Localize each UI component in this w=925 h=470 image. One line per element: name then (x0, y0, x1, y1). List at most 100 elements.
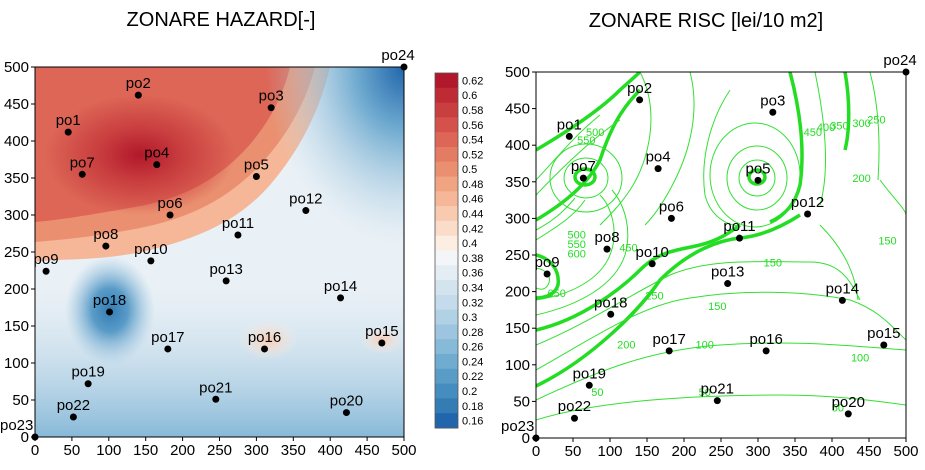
hazard-ytick-label: 0 (21, 429, 29, 446)
risk-point-label: po12 (791, 194, 824, 211)
risk-xtick-label: 200 (671, 443, 696, 460)
hazard-point-label: po9 (34, 251, 59, 268)
risk-point-label: po13 (711, 264, 744, 281)
risk-ytick-label: 250 (505, 247, 530, 264)
risk-ytick-label: 500 (505, 64, 530, 81)
risk-point-po21 (713, 397, 721, 405)
hazard-point-po5 (252, 173, 260, 181)
colorbar-label: 0.58 (462, 105, 483, 117)
hazard-point-label: po23 (0, 417, 33, 434)
risk-point-po11 (736, 234, 743, 242)
risk-point-po10 (648, 260, 656, 268)
risk-contour (536, 291, 906, 371)
risk-point-label: po9 (535, 254, 560, 271)
risk-contour (536, 189, 629, 316)
hazard-xtick-label: 300 (244, 442, 269, 459)
risk-contour-label: 200 (617, 339, 635, 351)
colorbar-label: 0.28 (462, 327, 483, 339)
risk-point-label: po7 (571, 158, 596, 175)
hazard-point-label: po19 (71, 364, 104, 381)
risk-ytick-label: 50 (513, 393, 530, 410)
risk-point-label: po3 (760, 92, 785, 109)
risk-contour (644, 72, 695, 226)
risk-contour-label: 500 (586, 127, 604, 139)
hazard-point-label: po17 (151, 329, 184, 346)
risk-ytick-label: 450 (505, 101, 530, 118)
hazard-point-po2 (134, 91, 142, 99)
hazard-point-po22 (69, 413, 77, 421)
risk-axes: 0 50 100 150 200 250 300 350 400 450 5000501001502… (505, 64, 919, 460)
hazard-chart-title: ZONARE HAZARD[-] (127, 9, 316, 31)
hazard-point-label: po12 (289, 191, 322, 208)
colorbar-label: 0.42 (462, 223, 483, 235)
risk-point-po23 (532, 434, 540, 442)
colorbar-label: 0.22 (462, 371, 483, 383)
hazard-point-label: po18 (93, 292, 126, 309)
hazard-ytick-label: 200 (4, 281, 29, 298)
risk-point-label: po4 (646, 149, 671, 166)
risk-xtick-label: 100 (597, 443, 622, 460)
risk-contour-label: 450 (804, 127, 822, 139)
colorbar-label: 0.3 (462, 312, 477, 324)
risk-ytick-label: 200 (505, 284, 530, 301)
hazard-point-po8 (102, 242, 110, 250)
risk-contour-label: 250 (867, 115, 885, 127)
risk-xtick-label: 50 (565, 443, 582, 460)
risk-point-po19 (585, 381, 593, 389)
hazard-xtick-label: 450 (355, 442, 380, 459)
risk-point-label: po6 (659, 198, 684, 215)
risk-point-po4 (654, 165, 662, 173)
risk-contour-label: 100 (851, 352, 869, 364)
risk-point-label: po1 (557, 116, 582, 133)
hazard-plot-area (35, 67, 404, 437)
risk-contour (536, 197, 576, 231)
risk-contour-label: 50 (699, 387, 711, 399)
hazard-axes: 0 50 100 150 200 250 300 350 400 450 500 0 50 100 150 2… (4, 59, 417, 459)
hazard-point-po11 (234, 231, 242, 239)
risk-point-label: po8 (595, 229, 620, 246)
risk-contour (536, 199, 586, 241)
hazard-point-po19 (84, 380, 92, 388)
risk-ytick-label: 300 (505, 210, 530, 227)
colorbar-swatch (435, 220, 458, 237)
colorbar-label: 0.24 (462, 356, 483, 368)
risk-point-label: po14 (826, 280, 859, 297)
risk-point-po5 (754, 176, 762, 184)
hazard-point-label: po8 (93, 226, 118, 243)
hazard-point-po23 (31, 433, 39, 441)
colorbar-swatch (435, 413, 458, 429)
risk-contour-label: 300 (852, 118, 870, 130)
risk-contour (709, 122, 801, 228)
colorbar-swatch (435, 398, 458, 414)
risk-point-po12 (804, 210, 812, 218)
risk-contour (703, 89, 741, 227)
risk-contour-label: 400 (817, 122, 835, 134)
risk-point-po18 (607, 310, 615, 318)
colorbar-label: 0.36 (462, 268, 483, 280)
risk-point-label: po20 (832, 394, 865, 411)
colorbar-label: 0.26 (462, 342, 483, 354)
risk-point-label: po22 (558, 398, 591, 415)
risk-chart-title: ZONARE RISC [lei/10 m2] (589, 10, 824, 32)
risk-ytick-label: 350 (505, 174, 530, 191)
colorbar-swatch (435, 280, 458, 296)
hazard-spot-po16 (238, 320, 298, 360)
colorbar-swatch (435, 309, 458, 325)
hazard-point-label: po20 (330, 393, 363, 410)
hazard-xtick-label: 150 (133, 442, 158, 459)
risk-point-po14 (838, 296, 846, 304)
hazard-points: po1 po2 po3 po4 po5 po6 po7 po8 po9 po10 po11 po12 p… (0, 47, 415, 441)
colorbar-label: 0.46 (462, 194, 483, 206)
hazard-point-po12 (302, 207, 310, 215)
hazard-xtick-label: 200 (170, 442, 195, 459)
hazard-xtick-label: 250 (207, 442, 232, 459)
risk-point-po13 (724, 280, 732, 288)
hazard-point-po7 (78, 170, 86, 178)
hazard-point-po6 (166, 211, 174, 219)
risk-point-po20 (844, 410, 852, 418)
hazard-point-po1 (64, 128, 72, 136)
risk-contour-thick (536, 88, 642, 222)
risk-contour-label: 500 (568, 230, 586, 242)
risk-point-po8 (603, 245, 611, 253)
risk-contour (536, 394, 906, 421)
